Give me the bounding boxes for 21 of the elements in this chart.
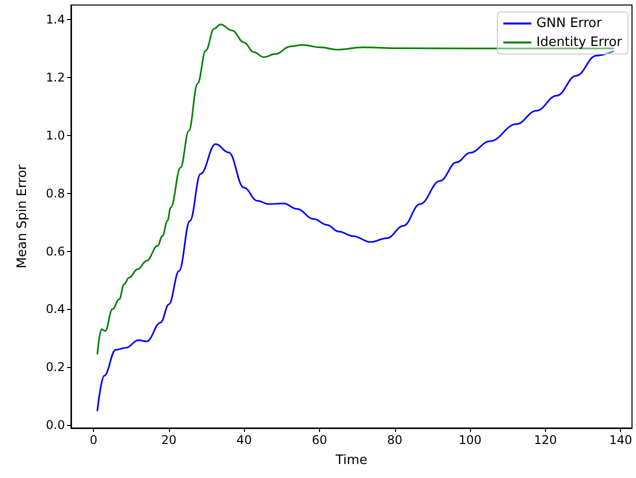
y-tick-label: 1.0	[46, 128, 65, 142]
x-tick-label: 80	[387, 433, 402, 447]
y-tick-label: 0.0	[46, 418, 65, 432]
x-tick-label: 120	[534, 433, 557, 447]
x-axis-title: Time	[334, 453, 368, 468]
x-tick-label: 0	[90, 433, 98, 447]
legend-label: GNN Error	[536, 16, 602, 31]
y-tick-label: 0.6	[46, 244, 65, 258]
y-tick-label: 1.4	[46, 12, 65, 26]
x-tick-label: 140	[609, 433, 632, 447]
y-axis-title: Mean Spin Error	[15, 164, 30, 268]
y-tick-label: 0.4	[46, 302, 65, 316]
y-tick-label: 0.2	[46, 360, 65, 374]
x-tick-label: 60	[312, 433, 328, 447]
y-tick-label: 0.8	[46, 186, 65, 200]
x-tick-label: 100	[458, 433, 482, 447]
legend-label: Identity Error	[536, 35, 623, 50]
y-tick-label: 1.2	[46, 70, 65, 84]
line-series	[96, 50, 614, 412]
x-tick-label: 20	[161, 433, 177, 447]
x-tick-label: 40	[236, 433, 252, 447]
